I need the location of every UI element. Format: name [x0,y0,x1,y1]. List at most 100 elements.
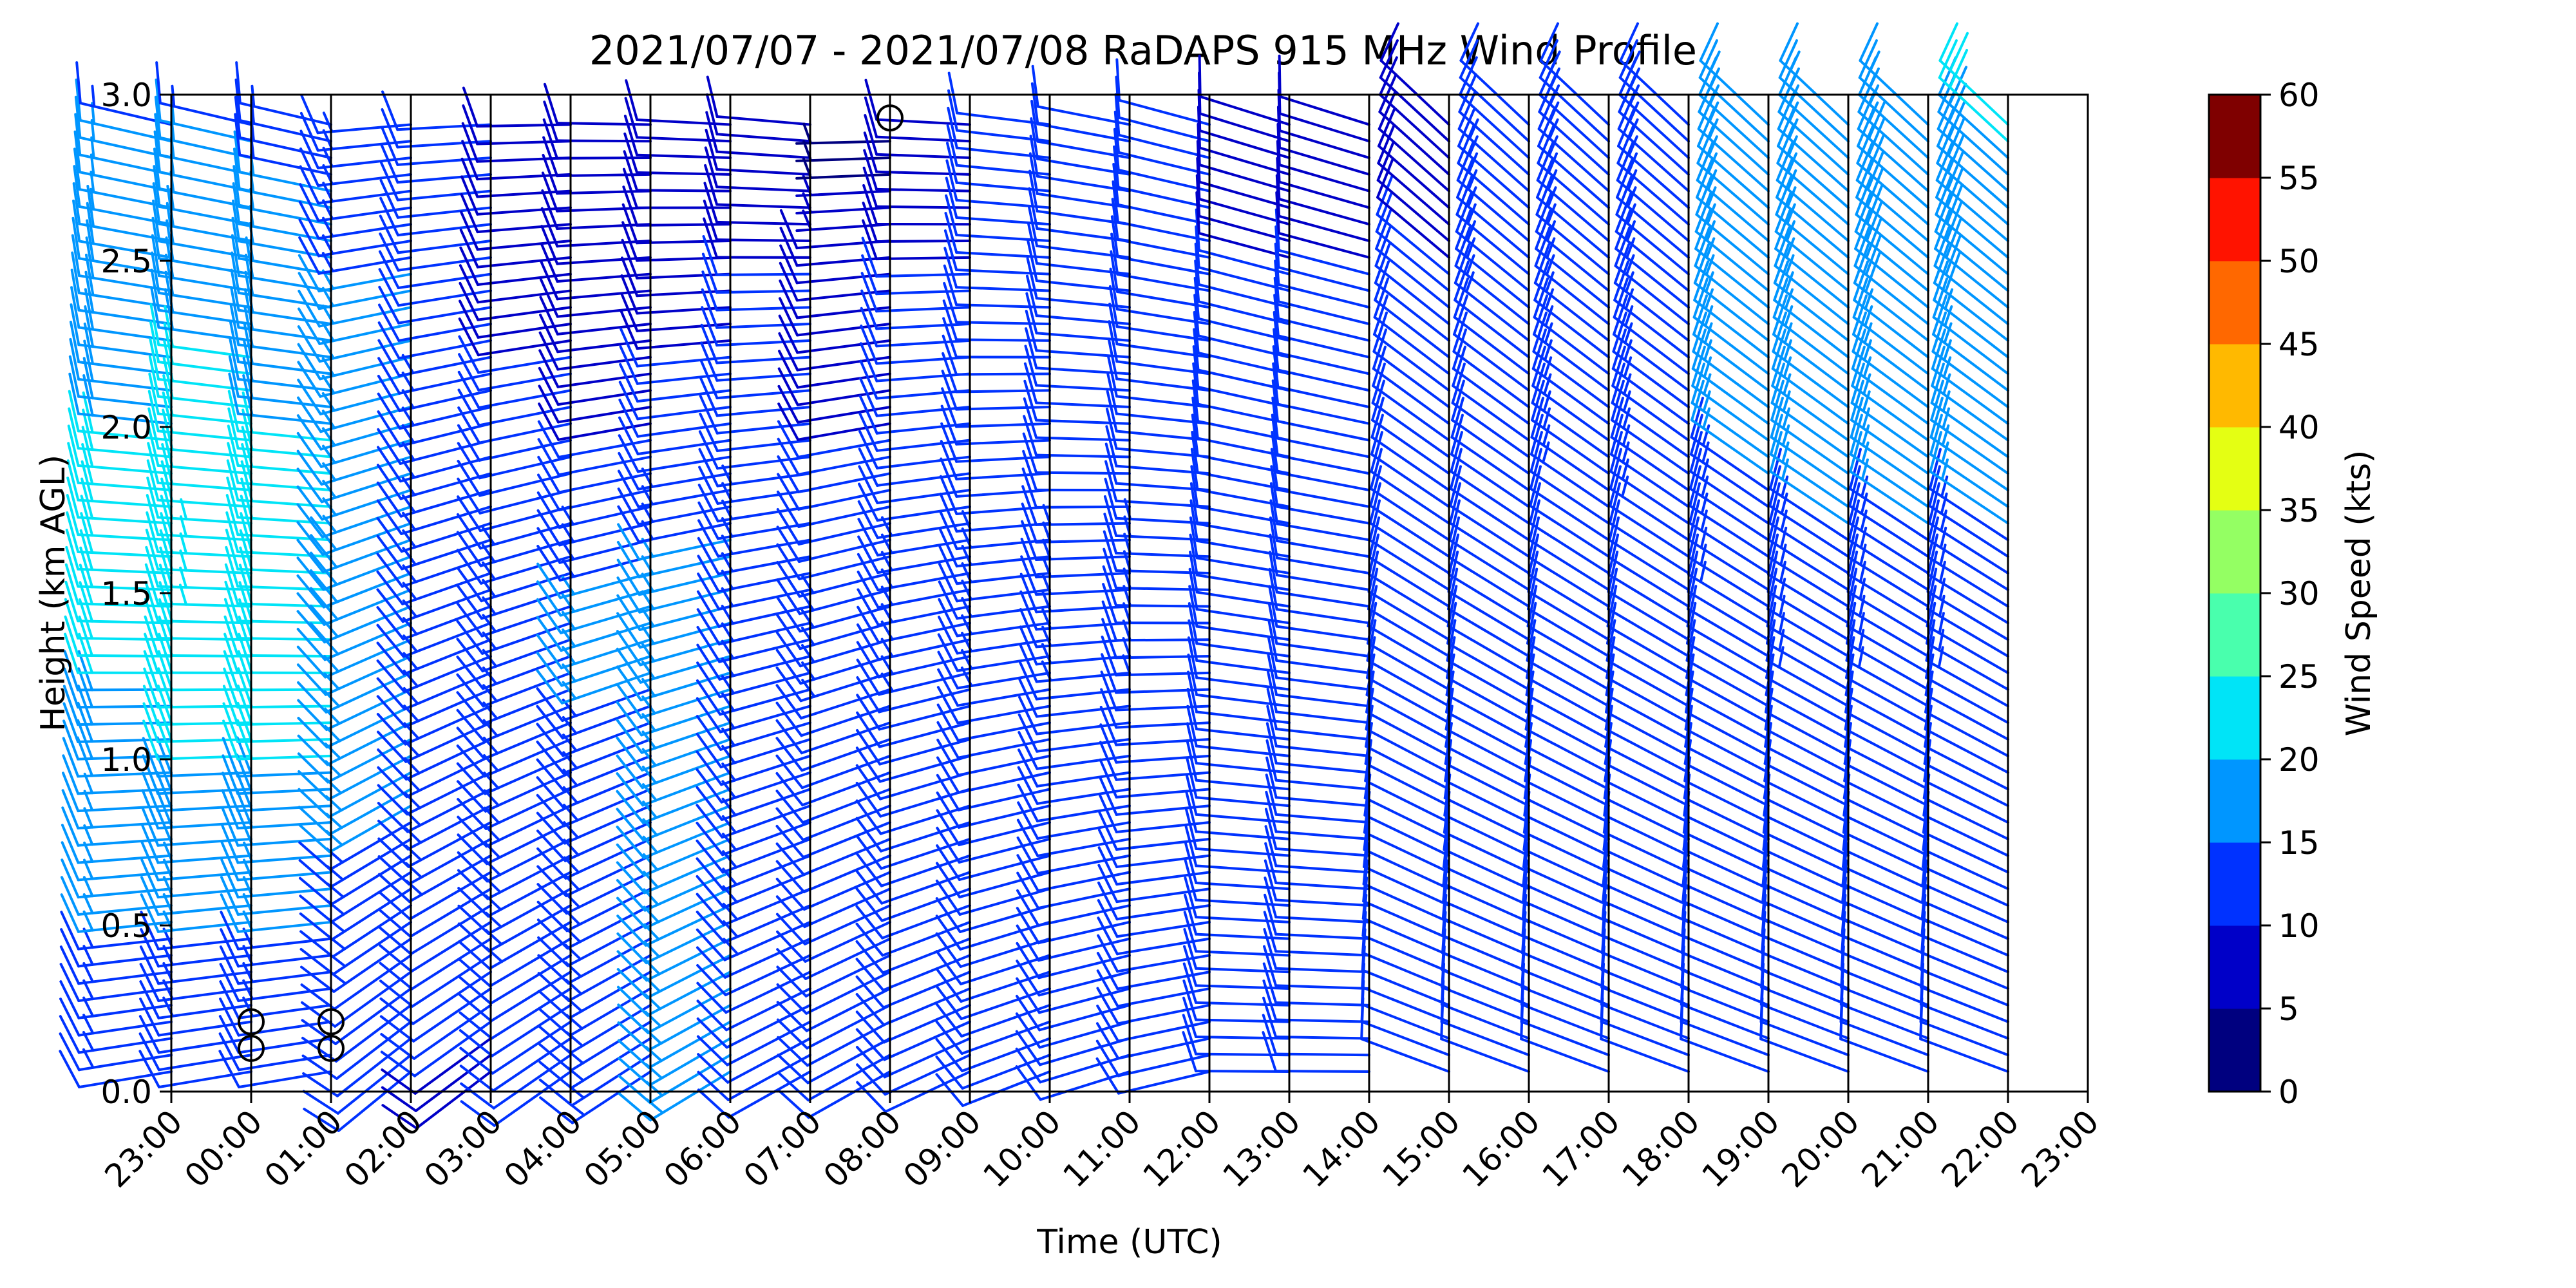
wind-barb-staff [881,920,971,957]
wind-barb-half-feather [1703,356,1712,379]
wind-barb-staff [1441,969,1530,1007]
wind-barb-feather [1774,226,1791,267]
wind-barb-feather [1855,158,1873,199]
wind-barb-feather [856,623,880,661]
wind-barb-feather [297,717,328,749]
wind-barb-feather [862,184,878,225]
wind-barb-half-feather [1625,220,1636,242]
wind-barb-staff [1688,522,1770,575]
wind-barb-feather [1188,567,1198,611]
wind-barb-feather [1100,688,1118,729]
wind-barb-feather [942,334,958,376]
wind-barb-feather [240,495,254,537]
wind-barb-feather [61,772,80,813]
wind-barb-feather [935,914,962,951]
wind-barb-feather [377,873,411,903]
wind-barb-staff [877,655,971,679]
wind-barb-feather [1022,450,1038,491]
wind-barb-feather [380,144,399,184]
wind-barb-feather [299,895,334,923]
wind-barb-staff [567,954,652,1002]
wind-barb-staff [1277,232,1370,259]
wind-barb-feather [1849,413,1863,456]
wind-barb-staff [1683,797,1770,840]
wind-barb-half-feather [1624,305,1634,327]
wind-barb-feather [942,352,958,393]
x-tick-label: 20:00 [1775,1103,1867,1195]
wind-barb-feather [622,185,639,227]
wind-barb-staff [1851,384,1929,442]
wind-barb-half-feather [1785,271,1794,293]
wind-barb-feather [1097,864,1119,904]
wind-barb-staff [567,937,652,985]
wind-barb-staff [408,854,492,903]
x-tick-label: 16:00 [1455,1103,1548,1195]
wind-barb-feather [1027,222,1038,265]
wind-barb-staff [1274,1036,1370,1040]
wind-barb-staff [1276,386,1370,409]
wind-barb-feather [1699,22,1719,62]
wind-barb-feather [776,1001,808,1032]
wind-barb-staff [1528,573,1610,625]
wind-barb-feather [947,71,959,115]
wind-barb-staff [236,937,332,951]
wind-barb-feather [859,342,878,383]
wind-barb-staff [1441,951,1530,990]
wind-barb-staff [1615,230,1690,292]
wind-barb-feather [1101,635,1118,677]
wind-barb-feather [377,819,410,851]
wind-barb-feather [1097,828,1119,869]
wind-barb-feather [1528,482,1542,525]
wind-barb-half-feather [1859,560,1866,583]
wind-barb-feather [379,179,399,219]
wind-barb-staff [1608,522,1690,575]
wind-barb-feather [1927,516,1940,559]
wind-barb-staff [1374,264,1450,326]
wind-barb-feather [699,395,719,435]
wind-barb-feather [1189,499,1199,542]
wind-barb-staff [1455,213,1530,276]
wind-barb-feather [376,464,402,500]
wind-barb-staff [1454,299,1530,359]
wind-barb-staff [638,538,732,561]
wind-barb-feather [75,61,82,105]
wind-barb-feather [144,632,160,674]
wind-barb-feather [1267,670,1278,714]
wind-barbs [59,22,2009,1132]
wind-barb-staff [327,771,412,819]
wind-barb-half-feather [1700,509,1708,532]
wind-barb-staff [1762,831,1850,874]
wind-barb-staff [476,123,572,128]
wind-barb-staff [1459,93,1530,160]
wind-barb-staff [77,602,173,608]
wind-barb-feather [1016,819,1039,858]
colorbar-segment [2209,95,2260,178]
wind-barb-feather [78,615,94,658]
wind-barb-feather [1192,345,1200,389]
wind-barb-feather [1453,277,1470,319]
wind-barb-feather [84,270,95,314]
wind-barb-feather [1448,499,1461,542]
wind-barb-feather [855,975,885,1009]
wind-barb-feather [77,685,94,726]
wind-barb-staff [875,272,971,278]
wind-barb-feather [1866,167,1884,208]
wind-barb-staff [1521,934,1610,974]
wind-barb-staff [715,422,811,435]
wind-barb-feather [219,998,240,1037]
wind-barb-staff [1611,384,1690,442]
wind-barb-staff [715,185,811,193]
wind-barb-feather [62,685,80,726]
wind-barb-staff [1923,762,2009,808]
wind-barb-half-feather [1625,237,1636,260]
wind-barb-feather [144,580,160,623]
wind-barb-staff [157,1037,252,1054]
wind-barb-staff [880,871,971,905]
wind-barb-feather [1770,397,1784,439]
wind-barb-staff [564,837,652,880]
wind-barb-staff [558,538,652,564]
wind-barb-staff [1363,813,1450,857]
wind-barb-feather [856,694,881,731]
wind-barb-staff [1841,934,1929,974]
wind-barb-staff [486,837,572,883]
